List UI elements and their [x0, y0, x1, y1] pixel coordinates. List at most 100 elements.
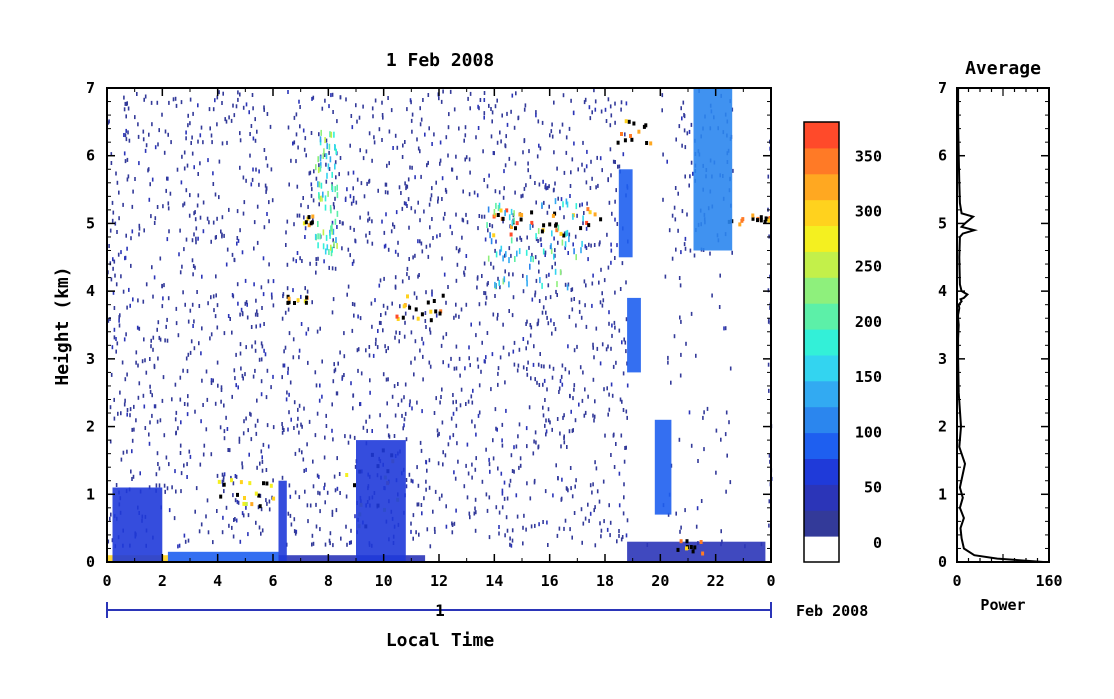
noise-cell [148, 485, 151, 490]
noise-cell [440, 343, 443, 348]
noise-cell [618, 328, 621, 333]
noise-cell [522, 541, 524, 546]
noise-cell [422, 341, 425, 346]
noise-cell [429, 327, 431, 332]
noise-cell [189, 193, 191, 198]
noise-cell [130, 469, 132, 474]
colorbar-tick-label: 150 [855, 368, 882, 386]
noise-cell [371, 219, 373, 224]
noise-cell [453, 315, 455, 320]
noise-cell [218, 90, 220, 95]
cloud-layer-cell [496, 213, 500, 217]
noise-cell [230, 118, 233, 123]
noise-cell [505, 515, 508, 520]
noise-cell [339, 350, 341, 355]
noise-cell [565, 135, 568, 140]
noise-cell [689, 248, 692, 253]
noise-cell [272, 279, 275, 284]
precip-column [112, 487, 163, 562]
noise-cell [302, 457, 305, 462]
noise-cell [563, 170, 566, 175]
noise-cell [731, 250, 733, 255]
noise-cell [414, 175, 416, 180]
echo-plume-cell [502, 278, 505, 285]
noise-cell [468, 157, 471, 162]
noise-cell [504, 163, 507, 168]
noise-cell [578, 300, 581, 305]
cloud-layer-cell [416, 316, 420, 321]
noise-cell [492, 265, 495, 270]
echo-plume-cell [328, 143, 331, 150]
noise-cell [198, 341, 200, 346]
noise-cell [179, 375, 182, 380]
noise-cell [605, 119, 608, 123]
noise-cell [252, 136, 255, 141]
noise-cell [580, 507, 583, 512]
noise-cell [180, 420, 182, 425]
noise-cell [501, 491, 504, 496]
noise-cell [623, 482, 625, 487]
noise-cell [616, 539, 618, 544]
noise-cell [596, 346, 599, 351]
noise-cell [608, 503, 610, 508]
noise-cell [429, 330, 432, 335]
noise-cell [481, 340, 483, 345]
noise-cell [311, 533, 314, 538]
noise-cell [558, 386, 561, 391]
noise-cell [501, 443, 504, 448]
noise-cell [554, 248, 556, 253]
noise-cell [351, 125, 354, 130]
noise-cell [681, 143, 683, 148]
noise-cell [318, 474, 320, 479]
noise-cell [194, 217, 197, 222]
noise-cell [310, 182, 313, 187]
echo-plume-cell [559, 269, 562, 276]
noise-cell [242, 211, 245, 216]
noise-cell [455, 344, 458, 349]
noise-cell [555, 463, 557, 468]
noise-cell [380, 321, 382, 325]
noise-cell [455, 399, 457, 404]
noise-cell [350, 114, 353, 118]
noise-cell [598, 242, 601, 247]
noise-cell [210, 378, 213, 383]
noise-cell [387, 247, 390, 252]
noise-cell [445, 300, 447, 305]
noise-cell [538, 260, 540, 265]
noise-cell [413, 372, 415, 377]
noise-cell [255, 520, 257, 525]
noise-cell [189, 308, 192, 313]
noise-cell [587, 394, 589, 399]
noise-cell [152, 347, 154, 352]
noise-cell [243, 200, 246, 205]
cloud-layer-cell [499, 208, 503, 213]
noise-cell [312, 95, 315, 100]
noise-cell [185, 188, 188, 193]
noise-cell [405, 201, 407, 206]
noise-cell [662, 197, 664, 202]
cloud-layer-cell [439, 309, 443, 314]
noise-cell [501, 438, 503, 443]
noise-cell [265, 498, 267, 503]
noise-cell [226, 427, 229, 431]
noise-cell [294, 451, 297, 456]
noise-cell [581, 162, 583, 167]
noise-cell [472, 388, 474, 393]
noise-cell [221, 141, 224, 146]
noise-cell [410, 360, 412, 365]
cloud-layer-cell [616, 140, 620, 145]
noise-cell [499, 130, 501, 135]
noise-cell [589, 116, 592, 121]
noise-cell [410, 118, 413, 123]
noise-cell [408, 275, 410, 280]
noise-cell [356, 177, 359, 182]
cloud-layer-cell [759, 218, 763, 223]
noise-cell [189, 97, 192, 102]
noise-cell [233, 113, 236, 118]
noise-cell [448, 112, 450, 117]
noise-cell [387, 190, 389, 195]
noise-cell [546, 315, 548, 320]
noise-cell [599, 156, 602, 161]
noise-cell [427, 93, 430, 97]
precip-column [618, 169, 633, 258]
